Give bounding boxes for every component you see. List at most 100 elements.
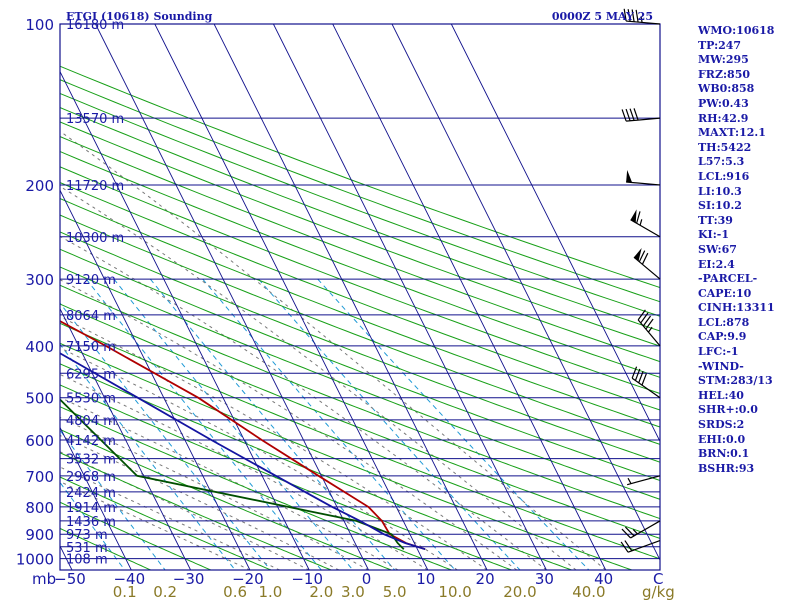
- valid-time: 0000Z 5 MAY 25: [552, 10, 653, 23]
- isotherm: [60, 189, 251, 570]
- height-level-label: 531 m: [66, 541, 108, 556]
- height-level-label: 10300 m: [66, 231, 124, 246]
- temperature-tick-label: −20: [232, 570, 264, 588]
- moist-adiabat: [60, 373, 429, 570]
- index-item: PW:0.43: [698, 96, 749, 110]
- stability-indices-list: WMO:10618 TP:247 MW:295 FRZ:850 WB0:858 PW:0.…: [698, 24, 775, 476]
- temperature-tick-label: 40: [594, 570, 613, 588]
- height-level-label: 9120 m: [66, 273, 116, 288]
- moist-adiabat: [60, 185, 577, 570]
- index-item: MAXT:12.1: [698, 126, 766, 140]
- temperature-tick-label: −30: [173, 570, 205, 588]
- wind-barb: [637, 309, 661, 347]
- dry-adiabat: [60, 266, 660, 500]
- isotherm: [60, 70, 310, 570]
- pressure-tick-label: 1000: [16, 551, 54, 569]
- dry-adiabat: [60, 121, 660, 347]
- dry-adiabat: [60, 135, 660, 363]
- mixing-ratio-line: [317, 278, 590, 570]
- index-item: LCL:878: [698, 315, 750, 329]
- wind-barb: [626, 170, 661, 186]
- mixing-ratio-line: [60, 302, 271, 570]
- dry-adiabat: [60, 248, 660, 482]
- grid-layer: [60, 24, 660, 570]
- mixing-ratio-tick-label: 5.0: [383, 583, 407, 600]
- chart-title: ETGI (10618) Sounding: [66, 10, 213, 23]
- height-level-label: 1436 m: [66, 515, 116, 530]
- isotherm: [272, 24, 547, 570]
- temperature-line: [60, 320, 426, 551]
- dry-adiabat: [60, 384, 512, 570]
- pressure-tick-label: 600: [25, 432, 54, 450]
- dry-adiabat: [60, 198, 660, 428]
- height-level-label: 2424 m: [66, 486, 116, 501]
- wind-barbs: [620, 8, 661, 553]
- dry-adiabat: [60, 214, 660, 445]
- mixing-ratio-tick-label: 0.6: [223, 583, 247, 600]
- dry-adiabat: [60, 231, 660, 463]
- wind-barb: [621, 108, 661, 122]
- height-level-label: 6295 m: [66, 367, 116, 382]
- mixing-ratio-line: [202, 278, 456, 570]
- index-item: SW:67: [698, 242, 737, 256]
- index-item: L57:5.3: [698, 155, 745, 169]
- pressure-tick-label: 500: [25, 390, 54, 408]
- wind-barb: [621, 520, 661, 539]
- wind-barb: [630, 209, 661, 238]
- temperature-tick-label: −10: [291, 570, 323, 588]
- index-item: EHI:0.0: [698, 432, 746, 446]
- temperature-unit-label: C: [653, 570, 663, 588]
- dry-adiabat: [60, 150, 660, 378]
- height-level-label: 2968 m: [66, 470, 116, 485]
- mixing-ratio-tick-label: 2.0: [309, 583, 333, 600]
- wind-barb: [631, 366, 661, 399]
- dry-adiabat: [60, 182, 660, 411]
- temperature-tick-label: 0: [362, 570, 372, 588]
- wind-barb: [627, 475, 661, 486]
- index-item: EI:2.4: [698, 257, 735, 271]
- index-item: STM:283/13: [698, 374, 773, 388]
- dry-adiabat: [60, 527, 151, 570]
- index-item: SI:10.2: [698, 199, 742, 213]
- isotherm: [450, 24, 660, 443]
- height-level-label: 3532 m: [66, 453, 116, 468]
- pressure-tick-label: 400: [25, 338, 54, 356]
- height-level-label: 5530 m: [66, 392, 116, 407]
- mixing-ratio-line: [85, 278, 322, 570]
- wind-barb: [633, 248, 661, 280]
- height-level-label: 4142 m: [66, 434, 116, 449]
- dry-adiabat: [60, 363, 572, 570]
- temperature-tick-label: 30: [535, 570, 554, 588]
- isotherm: [213, 24, 488, 570]
- index-item: TH:5422: [698, 140, 752, 154]
- index-item: LFC:-1: [698, 345, 739, 359]
- dry-adiabat: [60, 79, 660, 303]
- index-item: HEL:40: [698, 388, 744, 402]
- mixing-ratio-unit-label: g/kg: [642, 583, 675, 600]
- moist-adiabat: [60, 451, 310, 570]
- index-item: WMO:10618: [698, 24, 775, 37]
- mixing-ratio-tick-label: 40.0: [572, 583, 605, 600]
- pressure-tick-label: 100: [25, 16, 54, 34]
- index-item: WB0:858: [698, 82, 755, 96]
- index-item: -WIND-: [698, 359, 744, 373]
- index-item: FRZ:850: [698, 67, 751, 81]
- index-item: TP:247: [698, 38, 742, 52]
- height-level-label: 11720 m: [66, 179, 124, 194]
- mixing-ratio-tick-label: 0.2: [153, 583, 177, 600]
- pressure-tick-label: 900: [25, 526, 54, 544]
- index-item: CAP:9.9: [698, 330, 747, 344]
- index-item: LI:10.3: [698, 184, 742, 198]
- dry-adiabat: [60, 65, 660, 289]
- moist-adiabat: [60, 235, 547, 570]
- mixing-ratio-tick-label: 3.0: [341, 583, 365, 600]
- index-item: LCL:916: [698, 169, 750, 183]
- mixing-ratio-tick-label: 1.0: [258, 583, 282, 600]
- temperature-tick-label: −40: [113, 570, 145, 588]
- height-level-label: 13570 m: [66, 112, 124, 127]
- pressure-unit-label: mb: [32, 570, 56, 588]
- pressure-tick-label: 700: [25, 468, 54, 486]
- pressure-tick-label: 300: [25, 271, 54, 289]
- height-level-label: 4804 m: [66, 414, 116, 429]
